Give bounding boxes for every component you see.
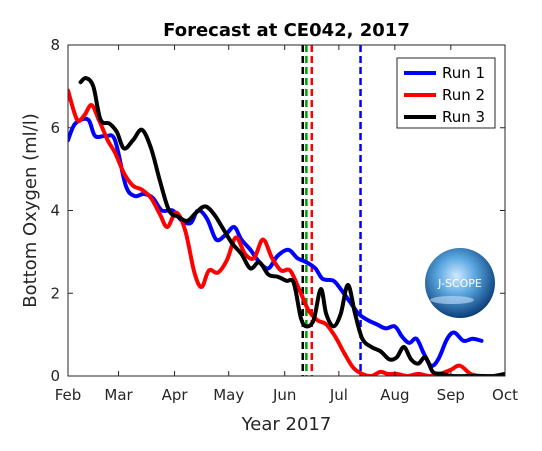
x-tick-label: Mar bbox=[104, 386, 133, 404]
x-tick-label: Feb bbox=[55, 386, 82, 404]
x-tick-label: Sep bbox=[437, 386, 465, 404]
logo-text: J-SCOPE bbox=[437, 277, 482, 290]
legend-label: Run 1 bbox=[442, 64, 485, 82]
x-tick-label: Oct bbox=[492, 386, 518, 404]
y-tick-label: 0 bbox=[50, 367, 60, 385]
x-axis-label: Year 2017 bbox=[241, 414, 332, 435]
chart-title: Forecast at CE042, 2017 bbox=[163, 20, 410, 41]
series-line-3 bbox=[78, 76, 505, 376]
y-axis-label: Bottom Oxygen (ml/l) bbox=[20, 113, 41, 308]
y-tick-label: 8 bbox=[50, 36, 60, 54]
series-group bbox=[68, 76, 505, 376]
y-tick-label: 6 bbox=[50, 119, 60, 137]
legend: Run 1 Run 2 Run 3 bbox=[396, 57, 496, 129]
y-tick-label: 4 bbox=[50, 202, 60, 220]
legend-label: Run 3 bbox=[442, 108, 485, 126]
x-tick-label: Apr bbox=[162, 386, 189, 404]
x-tick-label: Aug bbox=[380, 386, 409, 404]
j-scope-logo: J-SCOPE bbox=[425, 248, 495, 318]
x-axis-ticks: Feb Mar Apr May Jun Jul Aug Sep Oct bbox=[55, 45, 518, 404]
legend-label: Run 2 bbox=[442, 86, 485, 104]
series-line-1 bbox=[68, 116, 484, 368]
series-line-2 bbox=[68, 88, 505, 376]
y-tick-label: 2 bbox=[50, 284, 60, 302]
x-tick-label: Jul bbox=[329, 386, 348, 404]
x-tick-label: May bbox=[213, 386, 244, 404]
y-axis-ticks: 0 2 4 6 8 bbox=[50, 36, 505, 385]
x-tick-label: Jun bbox=[272, 386, 296, 404]
